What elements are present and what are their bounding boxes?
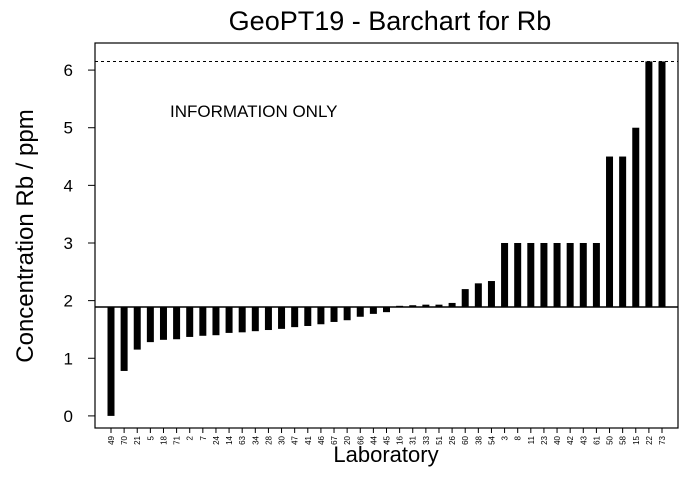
x-tick-label: 51 (435, 435, 444, 444)
x-axis-label: Laboratory (333, 442, 438, 467)
x-tick-label: 21 (133, 435, 142, 444)
x-tick-label: 22 (645, 435, 654, 444)
bar (514, 242, 522, 307)
x-tick-label: 43 (579, 435, 588, 444)
x-tick-label: 61 (592, 435, 601, 444)
y-tick-label: 0 (64, 407, 73, 426)
x-tick-label: 49 (107, 435, 116, 444)
bar (330, 306, 338, 322)
x-tick-label: 30 (278, 435, 287, 444)
bar (435, 304, 443, 307)
chart-title: GeoPT19 - Barchart for Rb (229, 6, 552, 36)
x-tick-label: 47 (291, 435, 300, 444)
bar (540, 242, 548, 307)
bar (553, 242, 561, 307)
y-tick-label: 6 (64, 61, 73, 80)
bar (133, 306, 141, 350)
bar (448, 302, 456, 307)
bar (658, 61, 666, 307)
bar (632, 127, 640, 307)
x-tick-label: 23 (540, 435, 549, 444)
bar (225, 306, 233, 333)
x-tick-label: 5 (146, 435, 155, 440)
bar (343, 306, 351, 321)
bar (251, 306, 259, 332)
bar (146, 306, 154, 343)
x-tick-label: 60 (461, 435, 470, 444)
bar (159, 306, 167, 340)
x-tick-label: 2 (186, 435, 195, 440)
bar (501, 242, 509, 307)
bar (383, 306, 390, 313)
bar (173, 306, 181, 340)
x-tick-label: 71 (173, 435, 182, 444)
bar (369, 306, 377, 314)
bar (212, 306, 220, 336)
x-tick-label: 38 (474, 435, 483, 444)
x-tick-label: 63 (238, 435, 247, 444)
bar (186, 306, 194, 337)
x-tick-label: 33 (422, 435, 431, 444)
bar (592, 242, 600, 307)
x-tick-label: 7 (199, 435, 208, 440)
bar (474, 283, 482, 307)
bar (606, 156, 614, 307)
x-tick-label: 46 (317, 435, 326, 444)
x-tick-label: 3 (501, 435, 510, 440)
x-tick-label: 8 (514, 435, 523, 440)
bar (645, 61, 653, 307)
bar (264, 306, 272, 331)
bar (107, 306, 115, 416)
x-tick-label: 16 (396, 435, 405, 444)
x-tick-label: 15 (632, 435, 641, 444)
y-tick-label: 3 (64, 234, 73, 253)
x-tick-label: 20 (343, 435, 352, 444)
y-axis-label: Concentration Rb / ppm (12, 109, 39, 362)
x-tick-label: 45 (383, 435, 392, 444)
x-tick-label: 73 (658, 435, 667, 444)
x-tick-label: 41 (304, 435, 313, 444)
x-tick-label: 26 (448, 435, 457, 444)
x-tick-label: 24 (212, 435, 221, 444)
bar (120, 306, 128, 371)
x-tick-label: 67 (330, 435, 339, 444)
bar (291, 306, 299, 328)
bar (422, 304, 430, 307)
bar (238, 306, 246, 333)
bar (566, 242, 574, 307)
bar (356, 306, 364, 317)
x-tick-label: 50 (606, 435, 615, 444)
x-tick-label: 70 (120, 435, 129, 444)
x-tick-label: 14 (225, 435, 234, 444)
bar (619, 156, 627, 307)
x-tick-label: 44 (369, 435, 378, 444)
x-tick-label: 18 (159, 435, 168, 444)
plot-frame (94, 42, 679, 429)
x-tick-label: 66 (356, 435, 365, 444)
bar (461, 289, 469, 307)
bar (199, 306, 207, 336)
x-tick-label: 54 (487, 435, 496, 444)
x-tick-label: 40 (553, 435, 562, 444)
x-tick-label: 42 (566, 435, 575, 444)
annotation: INFORMATION ONLY (170, 102, 338, 121)
bar (579, 242, 587, 307)
y-tick-label: 2 (64, 292, 73, 311)
bar (317, 306, 325, 325)
x-tick-label: 28 (264, 435, 273, 444)
y-tick-label: 5 (64, 119, 73, 138)
bar (527, 242, 535, 307)
bar (409, 305, 417, 307)
x-tick-label: 34 (251, 435, 260, 444)
y-tick-label: 4 (64, 176, 73, 195)
x-tick-label: 58 (619, 435, 628, 444)
bar (278, 306, 286, 329)
y-tick-label: 1 (64, 349, 73, 368)
x-tick-label: 11 (527, 435, 536, 444)
x-tick-label: 31 (409, 435, 418, 444)
bar (487, 281, 495, 307)
bar (304, 306, 312, 326)
